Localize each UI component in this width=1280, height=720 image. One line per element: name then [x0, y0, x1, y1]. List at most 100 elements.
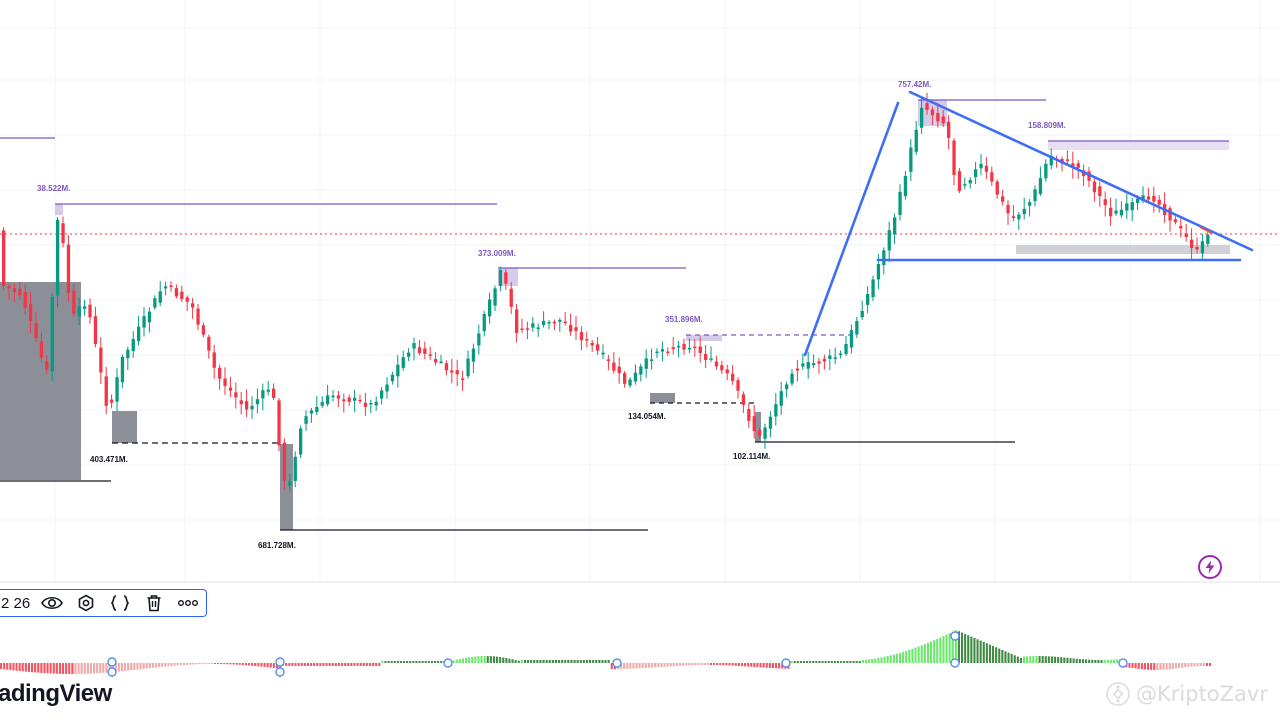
osc-bar — [46, 663, 49, 674]
osc-bar — [80, 663, 83, 674]
candle — [83, 299, 87, 316]
osc-bar — [536, 660, 539, 663]
candle-body — [1173, 219, 1178, 223]
candle — [1163, 192, 1167, 223]
candle-body — [196, 308, 200, 325]
candle — [650, 348, 654, 370]
tradingview-brand: adingView — [0, 680, 112, 707]
osc-bar — [647, 663, 650, 668]
osc-bar — [824, 661, 827, 663]
settings-hexagon-icon[interactable] — [69, 590, 103, 616]
more-dots-icon[interactable] — [171, 590, 205, 616]
osc-bar — [226, 663, 229, 665]
candle-body — [1141, 195, 1145, 202]
osc-bar — [164, 663, 167, 667]
osc-bar — [477, 656, 480, 663]
osc-bar — [849, 661, 852, 663]
osc-bar — [120, 663, 123, 672]
candle — [1065, 150, 1070, 164]
label-high-2: 373.009M. — [478, 249, 516, 258]
candle — [212, 345, 216, 379]
osc-bar — [520, 660, 523, 663]
binance-logo-icon — [1106, 682, 1130, 706]
label-high-1: 38.522M. — [37, 184, 70, 193]
candle — [736, 377, 740, 399]
osc-bar — [1140, 663, 1143, 670]
candle — [709, 346, 713, 363]
candle — [525, 321, 530, 340]
osc-bar — [644, 663, 647, 668]
candle-body — [736, 380, 740, 391]
osc-bar — [957, 631, 960, 663]
candle — [493, 285, 497, 312]
osc-bar — [843, 661, 846, 663]
candle-body — [374, 401, 378, 406]
osc-handle — [275, 657, 285, 667]
candle-body — [282, 442, 287, 481]
candle — [1125, 193, 1129, 219]
osc-bar — [1004, 651, 1007, 663]
osc-bar — [610, 663, 613, 669]
candle — [860, 300, 864, 320]
candle — [941, 110, 945, 127]
osc-bar — [827, 661, 830, 663]
candle-body — [747, 408, 751, 421]
osc-bar — [1193, 663, 1196, 667]
osc-bar — [198, 663, 201, 665]
candle — [72, 284, 76, 318]
osc-bar — [182, 663, 185, 666]
candle-body — [552, 321, 557, 324]
candle — [909, 139, 913, 181]
candle-body — [660, 349, 665, 352]
candle-body — [142, 316, 146, 328]
candle — [110, 394, 114, 409]
osc-bar — [607, 660, 610, 663]
osc-bar — [350, 663, 353, 666]
osc-bar — [1044, 656, 1047, 663]
osc-bar — [542, 660, 545, 663]
osc-bar — [514, 659, 517, 663]
osc-bar — [601, 660, 604, 663]
osc-bar — [114, 663, 117, 672]
eye-icon[interactable] — [35, 590, 69, 616]
lightning-icon[interactable] — [1198, 555, 1222, 579]
osc-bar — [902, 651, 905, 663]
curly-braces-icon[interactable] — [103, 590, 137, 616]
osc-bar — [176, 663, 179, 666]
osc-bar — [1103, 659, 1106, 663]
candle-body — [774, 404, 778, 417]
candle — [498, 266, 503, 292]
osc-bar — [474, 656, 477, 663]
candle-body — [957, 171, 962, 191]
candle-body — [83, 306, 87, 309]
candle-body — [434, 358, 438, 363]
osc-bar — [985, 643, 988, 663]
trash-icon[interactable] — [137, 590, 171, 616]
candle-body — [941, 116, 945, 124]
candle — [120, 354, 125, 388]
candle — [374, 396, 378, 411]
candle — [671, 337, 675, 355]
candle — [401, 350, 405, 371]
candle-body — [261, 390, 265, 399]
osc-bar — [1153, 663, 1156, 670]
osc-bar — [220, 663, 223, 665]
osc-bar — [409, 661, 412, 663]
osc-bar — [669, 663, 672, 667]
trendlines-layer[interactable] — [803, 90, 1254, 357]
candle — [255, 388, 260, 414]
candle — [385, 377, 389, 399]
osc-bar — [99, 663, 102, 674]
candle — [898, 184, 902, 221]
candle-body — [909, 147, 913, 172]
drawing-toolbar[interactable]: 2 26 — [0, 589, 207, 617]
candle-body — [153, 298, 157, 308]
candle — [336, 391, 341, 407]
candle — [461, 370, 465, 392]
osc-bar — [793, 661, 796, 663]
candle-body — [120, 356, 125, 383]
zone-box — [280, 444, 293, 530]
candle-body — [185, 297, 189, 302]
candle-body — [547, 321, 551, 324]
